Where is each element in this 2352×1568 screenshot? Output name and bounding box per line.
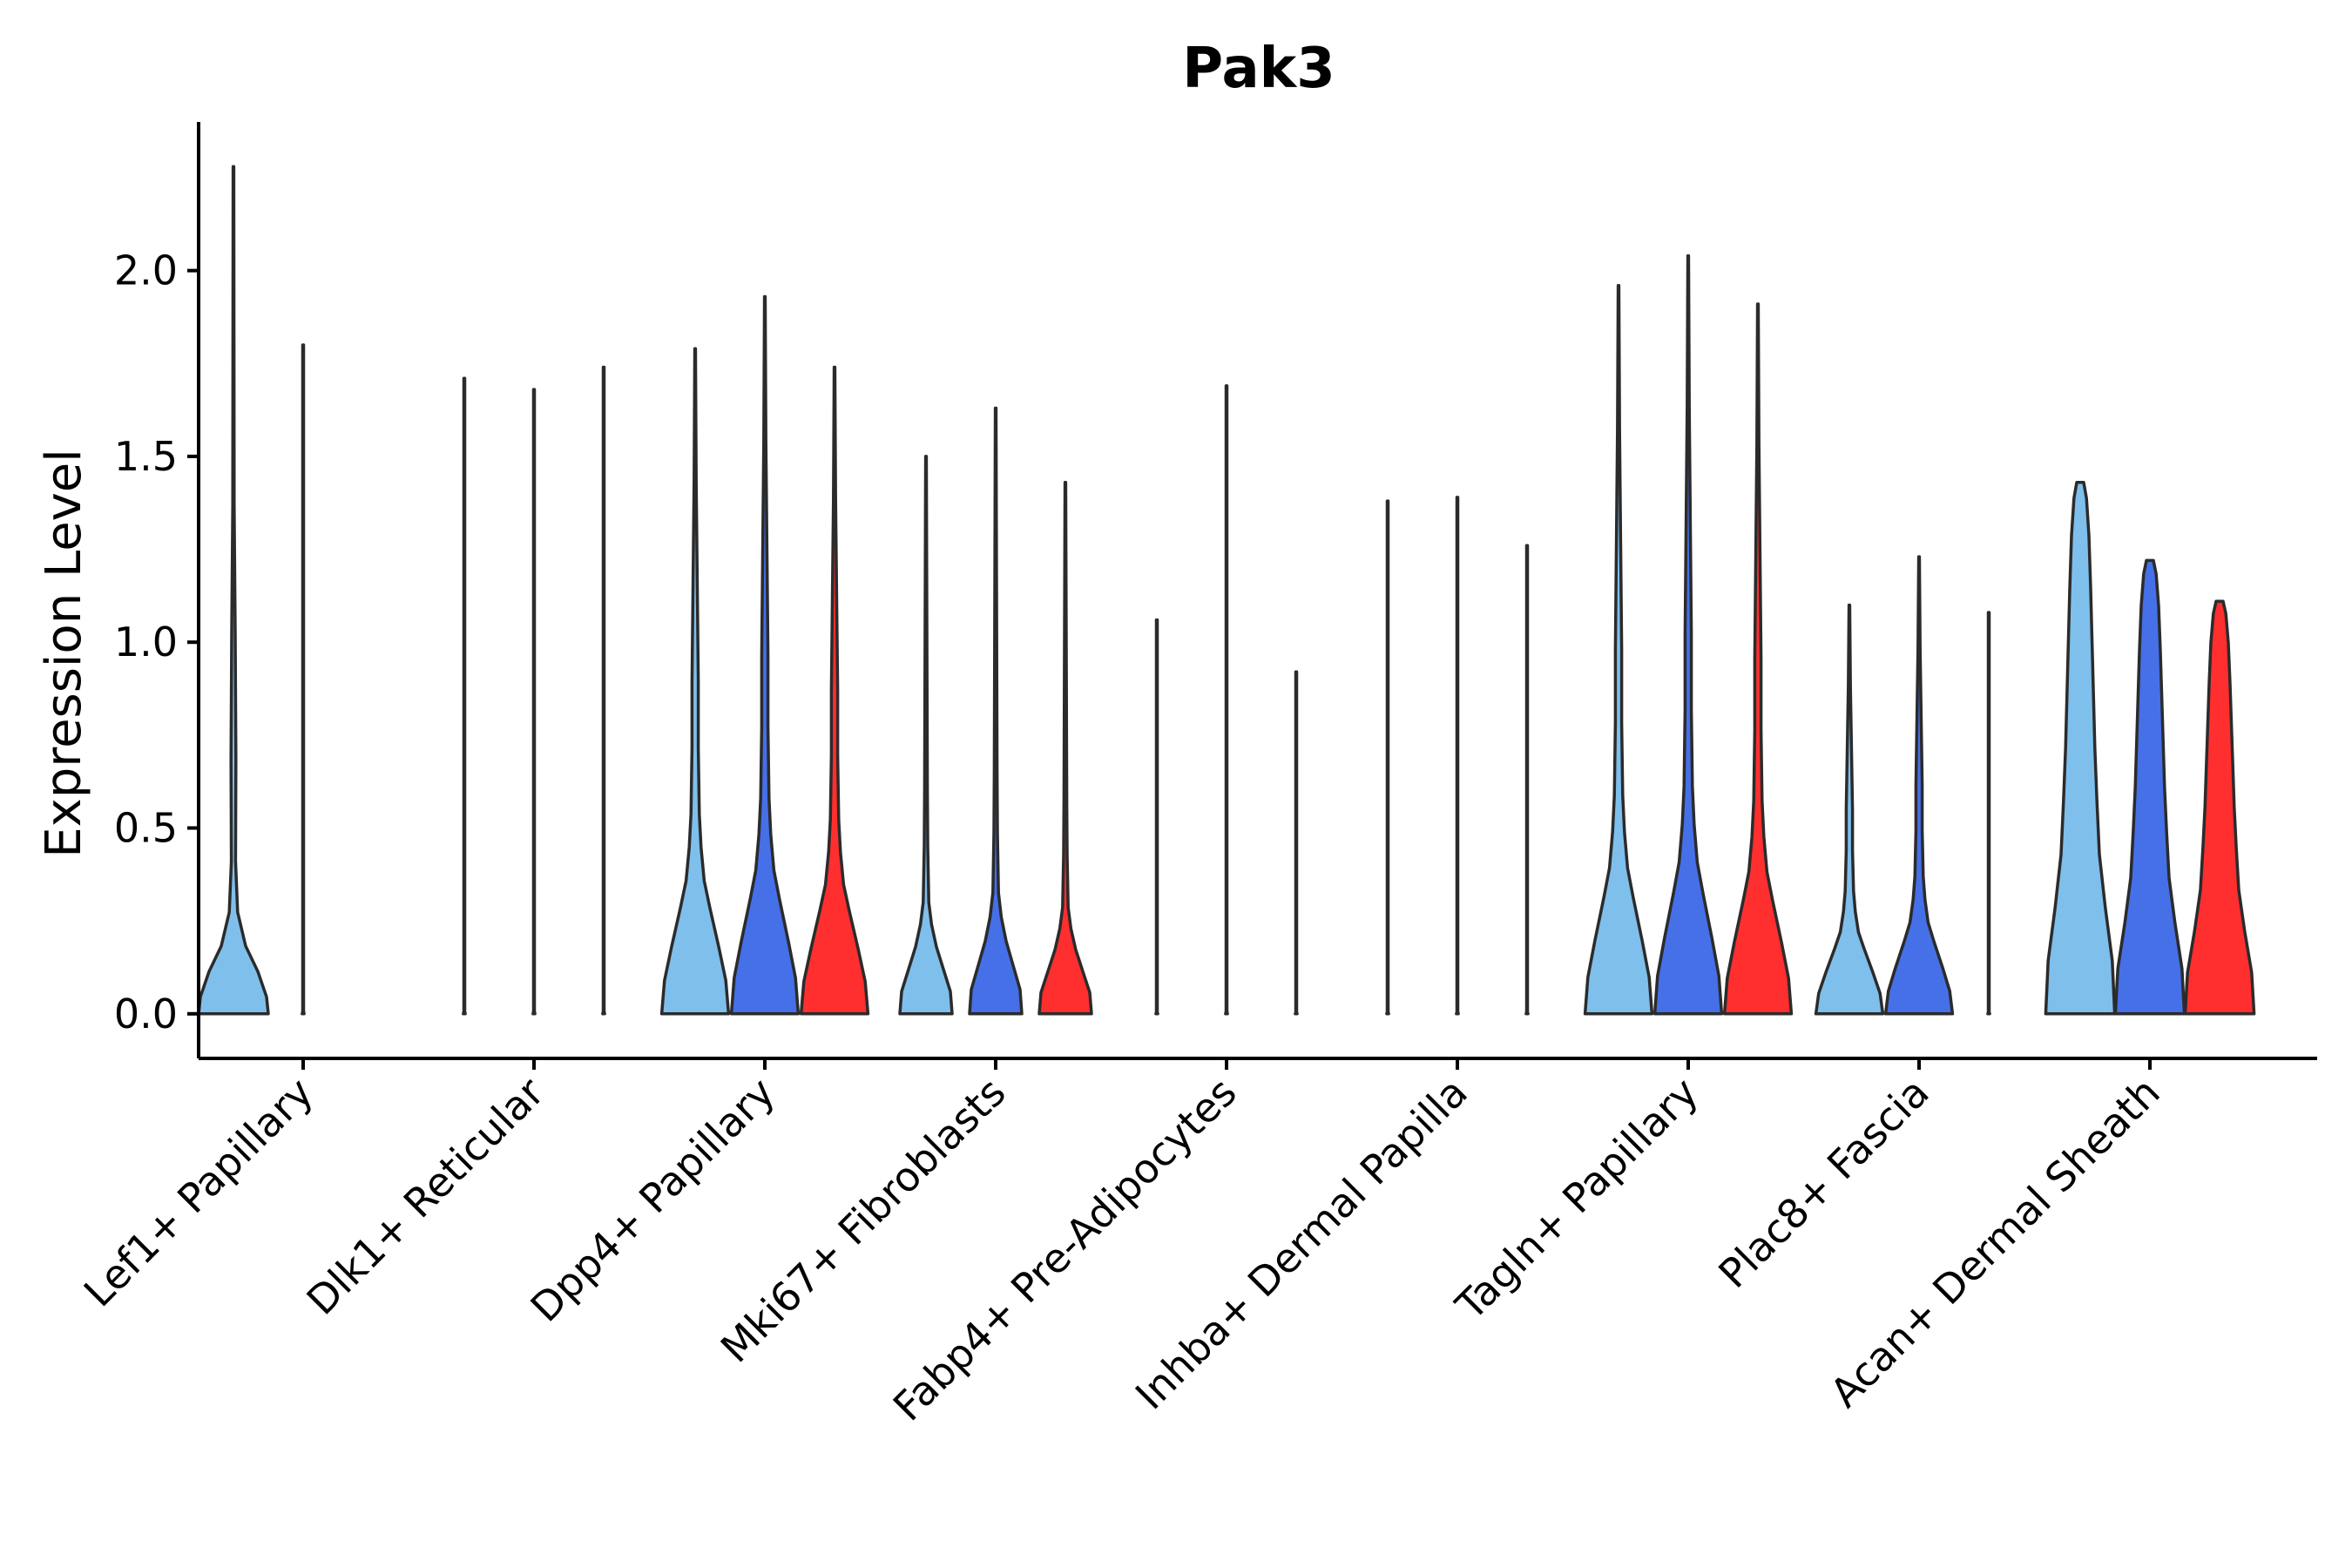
violin-3-2 [729,294,801,1016]
violin-9-2 [2113,558,2186,1016]
violin-6-1 [1385,499,1390,1016]
y-tick-label: 2.0 [114,247,178,294]
y-tick-label: 1.0 [114,618,178,666]
violin-6-3 [1524,544,1530,1016]
violin-5-1 [1154,618,1159,1016]
x-tick-label: Lef1+ Papillary [75,1069,322,1316]
violin-7-2 [1652,253,1724,1016]
violin-2-2 [531,388,537,1016]
violin-5-2 [1224,384,1229,1016]
violin-2-1 [462,376,467,1016]
violin-9-3 [2183,599,2256,1016]
violin-8-3 [1986,611,1991,1016]
violin-9-1 [2044,481,2117,1016]
x-tick-label: Dlk1+ Reticular [298,1069,553,1324]
violin-1-2 [301,343,306,1016]
violin-3-3 [799,365,870,1016]
y-tick-label: 1.5 [114,433,178,480]
x-tick-label: Plac8+ Fascia [1709,1069,1937,1297]
x-tick-label: Dpp4+ Papillary [522,1069,784,1331]
violin-3-1 [659,347,731,1016]
violin-5-3 [1294,670,1299,1016]
violin-7-1 [1583,283,1654,1016]
violin-4-3 [1037,481,1093,1016]
y-axis-label: Expression Level [36,449,92,858]
x-tick-label: Tagln+ Papillary [1446,1069,1707,1330]
y-tick-label: 0.5 [114,805,178,852]
y-tick-label: 0.0 [114,990,178,1037]
violin-8-2 [1883,555,1955,1016]
violins-layer [197,165,2256,1016]
violin-2-3 [601,365,606,1016]
violin-7-3 [1722,302,1794,1016]
violin-6-2 [1455,496,1460,1016]
chart-title: Pak3 [1182,37,1335,101]
violin-4-2 [968,406,1024,1016]
violin-8-1 [1814,603,1885,1016]
violin-1-1 [197,165,270,1016]
violin-4-1 [898,455,954,1016]
